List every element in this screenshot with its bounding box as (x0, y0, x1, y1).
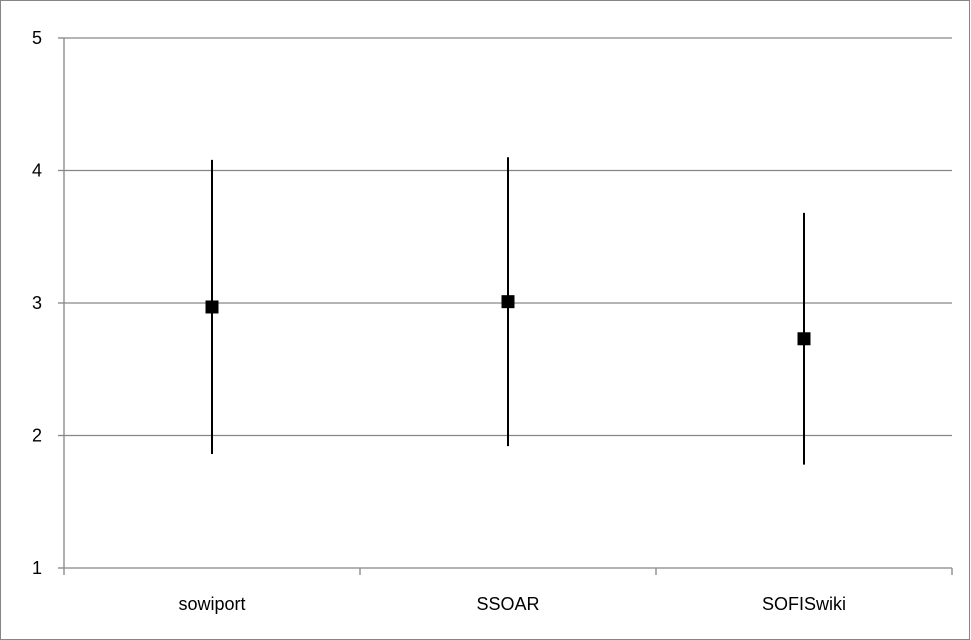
y-tick-label-2: 2 (32, 426, 42, 446)
y-tick-label-3: 3 (32, 293, 42, 313)
x-tick-label-2: SOFISwiki (762, 594, 846, 614)
tick-labels: 1 2 3 4 5 sowiport SSOAR SOFISwiki (32, 28, 846, 614)
y-tick-label-5: 5 (32, 28, 42, 48)
x-tick-label-0: sowiport (178, 594, 245, 614)
y-tick-label-4: 4 (32, 161, 42, 181)
axes (58, 37, 953, 575)
y-tick-label-1: 1 (32, 558, 42, 578)
data-point-sofiswiki (797, 332, 811, 346)
data-point-sowiport (205, 300, 219, 314)
data-marks (205, 157, 811, 465)
x-tick-label-1: SSOAR (476, 594, 539, 614)
data-point-ssoar (501, 295, 515, 309)
